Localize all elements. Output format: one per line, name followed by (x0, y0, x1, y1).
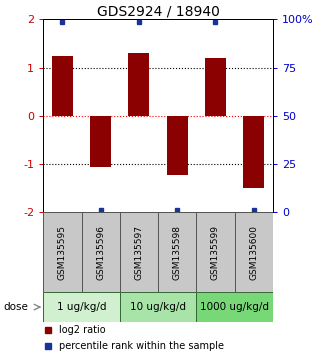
Text: GSM135597: GSM135597 (134, 225, 143, 280)
Bar (128, 53, 150, 116)
Bar (235, 212, 273, 292)
Bar (43, 212, 82, 292)
Text: GSM135599: GSM135599 (211, 225, 220, 280)
Bar (196, 292, 273, 322)
Text: GSM135595: GSM135595 (58, 225, 67, 280)
Bar (167, 116, 188, 175)
Text: GSM135598: GSM135598 (173, 225, 182, 280)
Bar (82, 212, 120, 292)
Bar (158, 212, 196, 292)
Text: 1 ug/kg/d: 1 ug/kg/d (57, 302, 106, 312)
Text: log2 ratio: log2 ratio (59, 325, 106, 335)
Text: percentile rank within the sample: percentile rank within the sample (59, 341, 224, 351)
Text: 1000 ug/kg/d: 1000 ug/kg/d (200, 302, 269, 312)
Bar (243, 116, 264, 188)
Bar (90, 116, 111, 167)
Bar (43, 292, 120, 322)
Bar (120, 292, 196, 322)
Bar (196, 212, 235, 292)
Text: GSM135600: GSM135600 (249, 225, 258, 280)
Text: dose: dose (3, 302, 28, 312)
Bar (205, 58, 226, 116)
Bar (120, 212, 158, 292)
Bar (52, 56, 73, 116)
Text: 10 ug/kg/d: 10 ug/kg/d (130, 302, 186, 312)
Title: GDS2924 / 18940: GDS2924 / 18940 (97, 4, 220, 18)
Text: GSM135596: GSM135596 (96, 225, 105, 280)
